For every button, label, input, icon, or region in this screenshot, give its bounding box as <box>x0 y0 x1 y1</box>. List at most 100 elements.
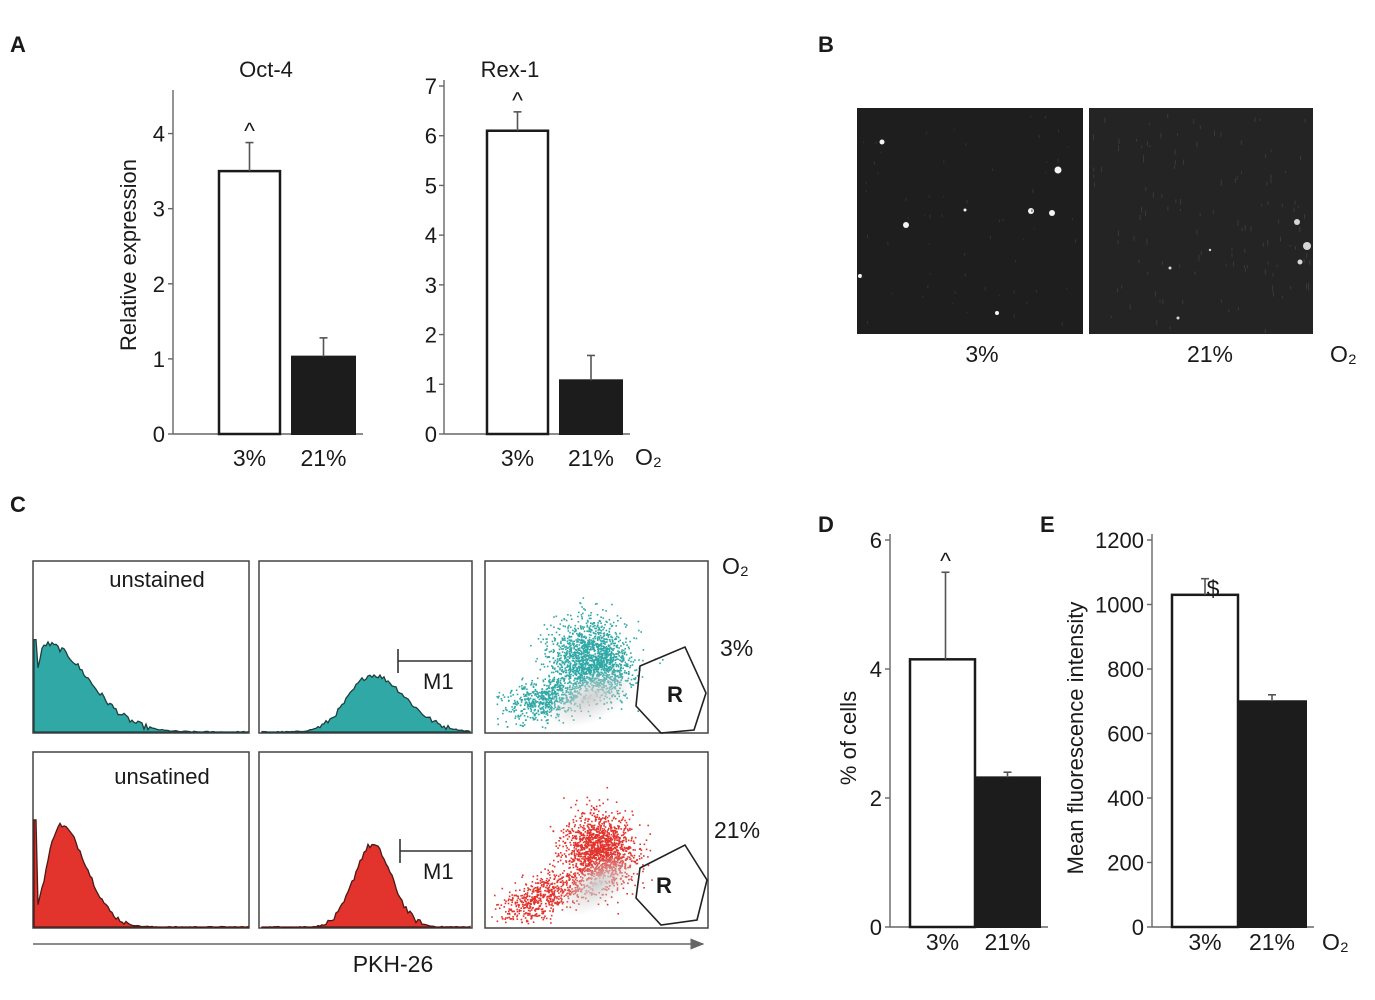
scatter-point <box>617 913 619 915</box>
scatter-point <box>638 855 641 857</box>
scatter-point <box>601 840 603 842</box>
scatter-point <box>582 648 585 651</box>
background-speckle <box>1270 179 1272 184</box>
scatter-point <box>541 694 543 696</box>
scatter-point <box>573 657 576 660</box>
scatter-point <box>570 650 572 653</box>
scatter-point <box>580 671 583 674</box>
scatter-point <box>590 840 592 843</box>
scatter-point <box>544 697 546 699</box>
scatter-density-core-21pct <box>558 852 638 916</box>
scatter-point <box>554 897 556 899</box>
background-speckle <box>1231 247 1233 252</box>
background-speckle <box>929 214 931 219</box>
scatter-point <box>575 670 578 673</box>
scatter-point <box>598 645 601 647</box>
scatter-point <box>585 839 588 842</box>
scatter-point <box>553 898 555 901</box>
scatter-point <box>584 831 587 833</box>
scatter-point <box>565 880 568 882</box>
scatter-point <box>521 687 523 689</box>
scatter-point <box>549 683 552 686</box>
scatter-point <box>597 639 599 641</box>
scatter-point <box>583 655 585 658</box>
scatter-point <box>561 854 563 857</box>
histogram-unstained-3pct-curve <box>33 638 249 734</box>
scatter-point <box>553 877 556 880</box>
scatter-point <box>529 703 531 705</box>
scatter-point <box>620 845 623 848</box>
scatter-point <box>577 809 579 812</box>
background-speckle <box>1035 290 1037 293</box>
scatter-point <box>613 816 615 819</box>
scatter-point <box>587 829 590 832</box>
scatter-point <box>557 904 559 906</box>
scatter-point <box>591 642 594 645</box>
background-speckle <box>1015 260 1017 263</box>
scatter-point <box>568 860 570 863</box>
scatter-point <box>541 912 543 915</box>
scatter-point <box>640 857 643 859</box>
scatter-point <box>563 677 566 680</box>
scatter-point <box>591 656 593 658</box>
scatter-point <box>604 638 606 641</box>
scatter-point <box>580 820 582 822</box>
background-speckle <box>1267 239 1269 246</box>
background-speckle <box>1270 174 1272 179</box>
pct_cells-category-label-1: 21% <box>984 929 1030 955</box>
background-speckle <box>1147 271 1149 275</box>
scatter-point <box>546 719 548 721</box>
scatter-point <box>600 657 603 660</box>
scatter-point <box>583 636 585 638</box>
scatter-point <box>548 675 551 678</box>
scatter-point <box>535 712 538 715</box>
m1-marker-21pct: M1 <box>399 839 472 884</box>
scatter-point <box>580 664 582 666</box>
scatter-point <box>609 640 611 643</box>
scatter-point <box>551 687 554 689</box>
scatter-point <box>511 894 513 896</box>
scatter-point <box>587 651 590 654</box>
scatter-point <box>566 658 568 661</box>
scatter-point <box>597 622 599 624</box>
scatter-point <box>560 890 562 893</box>
rex1-ytick-label: 5 <box>425 173 437 198</box>
scatter-point <box>588 627 591 629</box>
scatter-point <box>592 625 595 628</box>
background-speckle <box>1309 260 1311 265</box>
scatter-point <box>546 898 548 900</box>
background-speckle <box>941 214 943 217</box>
scatter-point <box>593 844 596 846</box>
scatter-point <box>601 835 603 837</box>
scatter-point <box>599 845 602 847</box>
scatter-point <box>505 900 507 903</box>
scatter-point <box>595 841 597 844</box>
scatter-point <box>578 663 580 665</box>
scatter-point <box>570 639 573 642</box>
scatter-point <box>554 692 556 694</box>
scatter-point <box>579 849 582 852</box>
scatter-point <box>534 910 537 912</box>
scatter-point <box>568 675 570 678</box>
scatter-point <box>536 915 538 917</box>
background-speckle <box>1262 242 1264 247</box>
scatter-point <box>546 692 549 695</box>
scatter-point <box>662 659 664 661</box>
scatter-point <box>576 644 578 646</box>
background-speckle <box>1196 229 1198 235</box>
scatter-point <box>574 842 577 845</box>
scatter-point <box>558 895 560 898</box>
scatter-point <box>602 832 604 835</box>
scatter-point <box>594 603 597 605</box>
scatter-point <box>592 824 594 827</box>
scatter-point <box>594 808 596 811</box>
scatter-point <box>557 861 559 863</box>
scatter-point <box>580 673 583 676</box>
scatter-point <box>604 840 606 842</box>
scatter-point <box>595 837 598 839</box>
scatter-point <box>529 716 532 719</box>
scatter-point <box>530 692 532 695</box>
scatter-point <box>572 860 575 863</box>
background-speckle <box>943 160 945 163</box>
scatter-point <box>578 635 580 638</box>
